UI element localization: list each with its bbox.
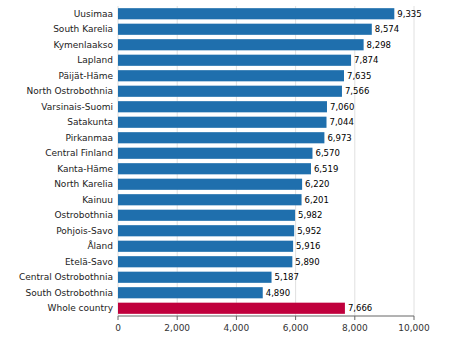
bar (118, 303, 345, 314)
data-label: 5,952 (297, 226, 321, 236)
bar (118, 194, 302, 205)
grid (118, 6, 414, 316)
grid-line (414, 6, 415, 316)
tick-label: 4,000 (224, 323, 250, 333)
category-label: South Ostrobothnia (26, 288, 114, 298)
tick-label: 0 (115, 323, 121, 333)
category-label: Satakunta (67, 117, 113, 127)
data-label: 5,982 (298, 210, 322, 220)
grid-line (236, 6, 237, 316)
bars (118, 8, 394, 314)
data-label: 9,335 (397, 9, 421, 19)
tick-label: 2,000 (164, 323, 190, 333)
bar (118, 241, 293, 252)
data-label: 7,666 (348, 303, 372, 313)
data-label: 5,890 (295, 257, 319, 267)
data-labels: 7,666 4,890 5,187 5,890 5,916 5,952 5,982 6,201… (266, 9, 422, 314)
category-label: Varsinais-Suomi (41, 102, 113, 112)
bar (118, 39, 364, 50)
category-label: Uusimaa (74, 9, 113, 19)
tick-label: 6,000 (283, 323, 309, 333)
x-axis: 0 2,000 4,000 6,000 8,000 10,000 (115, 316, 430, 333)
category-label: Pirkanmaa (65, 133, 113, 143)
bar (118, 24, 372, 35)
grid-line (177, 6, 178, 316)
tick-label: 8,000 (342, 323, 368, 333)
chart: 0 2,000 4,000 6,000 8,000 10,000 Whole country… (0, 0, 454, 340)
tick-mark (295, 316, 296, 320)
grid-line (354, 6, 355, 316)
data-label: 7,044 (330, 117, 354, 127)
data-label: 7,566 (345, 86, 369, 96)
tick-label: 10,000 (398, 323, 430, 333)
data-label: 6,519 (314, 164, 338, 174)
bar (118, 55, 351, 66)
bar (118, 210, 295, 221)
data-label: 6,201 (305, 195, 329, 205)
category-label: Whole country (48, 303, 114, 313)
data-label: 6,220 (305, 179, 329, 189)
data-label: 8,298 (367, 40, 391, 50)
category-label: Central Finland (45, 148, 113, 158)
data-label: 4,890 (266, 288, 290, 298)
data-label: 8,574 (375, 24, 399, 34)
data-label: 5,187 (275, 272, 299, 282)
bar (118, 70, 344, 81)
data-label: 6,570 (315, 148, 339, 158)
grid-line (118, 6, 119, 316)
bar (118, 101, 327, 112)
category-label: Kymenlaakso (53, 40, 113, 50)
bar (118, 117, 327, 128)
bar (118, 86, 342, 97)
category-label: South Karelia (53, 24, 113, 34)
bar (118, 163, 311, 174)
bar (118, 179, 302, 190)
bar (118, 287, 263, 298)
category-label: Kanta-Häme (57, 164, 113, 174)
bar (118, 148, 312, 159)
category-label: Kainuu (82, 195, 113, 205)
category-label: North Ostrobothnia (26, 86, 113, 96)
bar (118, 132, 324, 143)
bar (118, 225, 294, 236)
tick-mark (414, 316, 415, 320)
tick-mark (177, 316, 178, 320)
category-label: Central Ostrobothnia (19, 272, 113, 282)
y-axis: Whole country South Ostrobothnia Central O… (19, 9, 114, 314)
tick-mark (118, 316, 119, 320)
tick-mark (236, 316, 237, 320)
bar (118, 272, 272, 283)
data-label: 5,916 (296, 241, 320, 251)
category-label: Ostrobothnia (55, 210, 113, 220)
data-label: 7,060 (330, 102, 354, 112)
tick-mark (354, 316, 355, 320)
bar (118, 256, 292, 267)
category-label: North Karelia (54, 179, 113, 189)
data-label: 7,635 (347, 71, 371, 81)
data-label: 7,874 (354, 55, 378, 65)
bar (118, 8, 394, 19)
category-label: Päijät-Häme (59, 71, 114, 81)
axis-line (118, 316, 414, 317)
category-label: Åland (87, 240, 113, 251)
data-label: 6,973 (327, 133, 351, 143)
category-label: Etelä-Savo (65, 257, 114, 267)
grid-line (295, 6, 296, 316)
category-label: Pohjois-Savo (56, 226, 113, 236)
category-label: Lapland (77, 55, 113, 65)
